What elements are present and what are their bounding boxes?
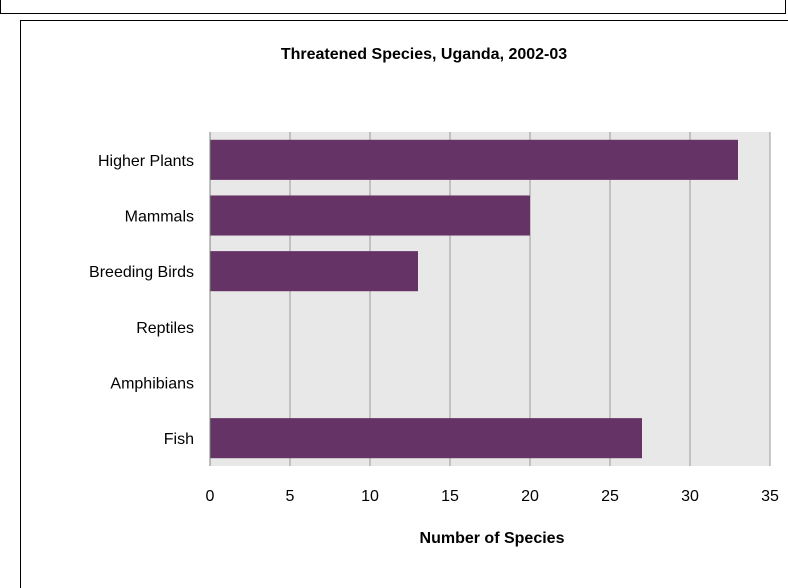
x-tick-label: 5 xyxy=(286,488,295,505)
x-axis-title: Number of Species xyxy=(420,530,565,547)
bar-higher-plants xyxy=(210,139,738,180)
chart-title: Threatened Species, Uganda, 2002-03 xyxy=(281,46,567,63)
tick-labels: 0 5 10 15 20 25 30 35 xyxy=(206,488,779,505)
plot-area xyxy=(210,132,770,466)
bars xyxy=(210,139,738,459)
top-frame xyxy=(0,0,786,14)
category-label: Amphibians xyxy=(110,376,194,393)
x-tick-label: 30 xyxy=(681,488,699,505)
bar-fish xyxy=(210,418,642,459)
category-labels: Higher Plants Mammals Breeding Birds Reptil… xyxy=(89,153,194,448)
gridlines xyxy=(289,132,771,466)
x-tick-label: 25 xyxy=(601,488,619,505)
x-tick-label: 10 xyxy=(361,488,379,505)
x-tick-label: 15 xyxy=(441,488,459,505)
bar-breeding-birds xyxy=(210,251,418,292)
bar-mammals xyxy=(210,195,530,236)
category-label: Higher Plants xyxy=(98,153,194,170)
x-tick-label: 20 xyxy=(521,488,539,505)
category-label: Reptiles xyxy=(136,320,194,337)
category-label: Fish xyxy=(164,431,194,448)
x-tick-label: 0 xyxy=(206,488,215,505)
category-label: Breeding Birds xyxy=(89,264,194,281)
category-label: Mammals xyxy=(125,209,194,226)
x-tick-label: 35 xyxy=(761,488,779,505)
